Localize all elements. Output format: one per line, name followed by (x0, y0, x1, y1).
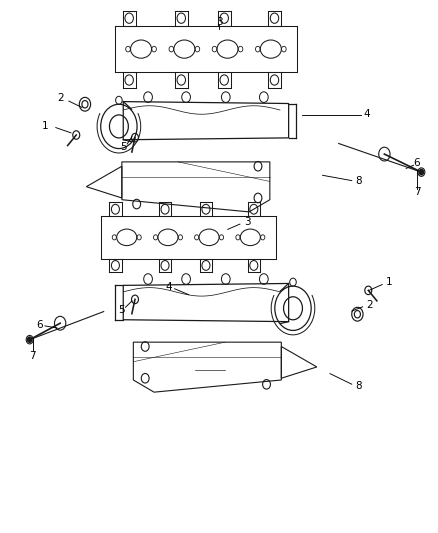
Circle shape (419, 169, 424, 175)
Text: 3: 3 (244, 217, 251, 227)
Text: 5: 5 (120, 142, 127, 152)
Text: 7: 7 (414, 187, 420, 197)
Text: 4: 4 (364, 109, 370, 119)
Text: 2: 2 (57, 93, 64, 103)
Text: 1: 1 (42, 121, 48, 131)
Circle shape (28, 337, 32, 342)
Text: 8: 8 (355, 381, 362, 391)
Text: 6: 6 (36, 320, 43, 330)
Text: 8: 8 (355, 175, 362, 185)
Text: 6: 6 (414, 158, 420, 168)
Text: 4: 4 (166, 281, 172, 292)
Text: 7: 7 (29, 351, 36, 361)
Text: 1: 1 (385, 277, 392, 287)
Text: 5: 5 (118, 305, 124, 315)
Text: 2: 2 (366, 300, 372, 310)
Text: 3: 3 (215, 17, 223, 27)
